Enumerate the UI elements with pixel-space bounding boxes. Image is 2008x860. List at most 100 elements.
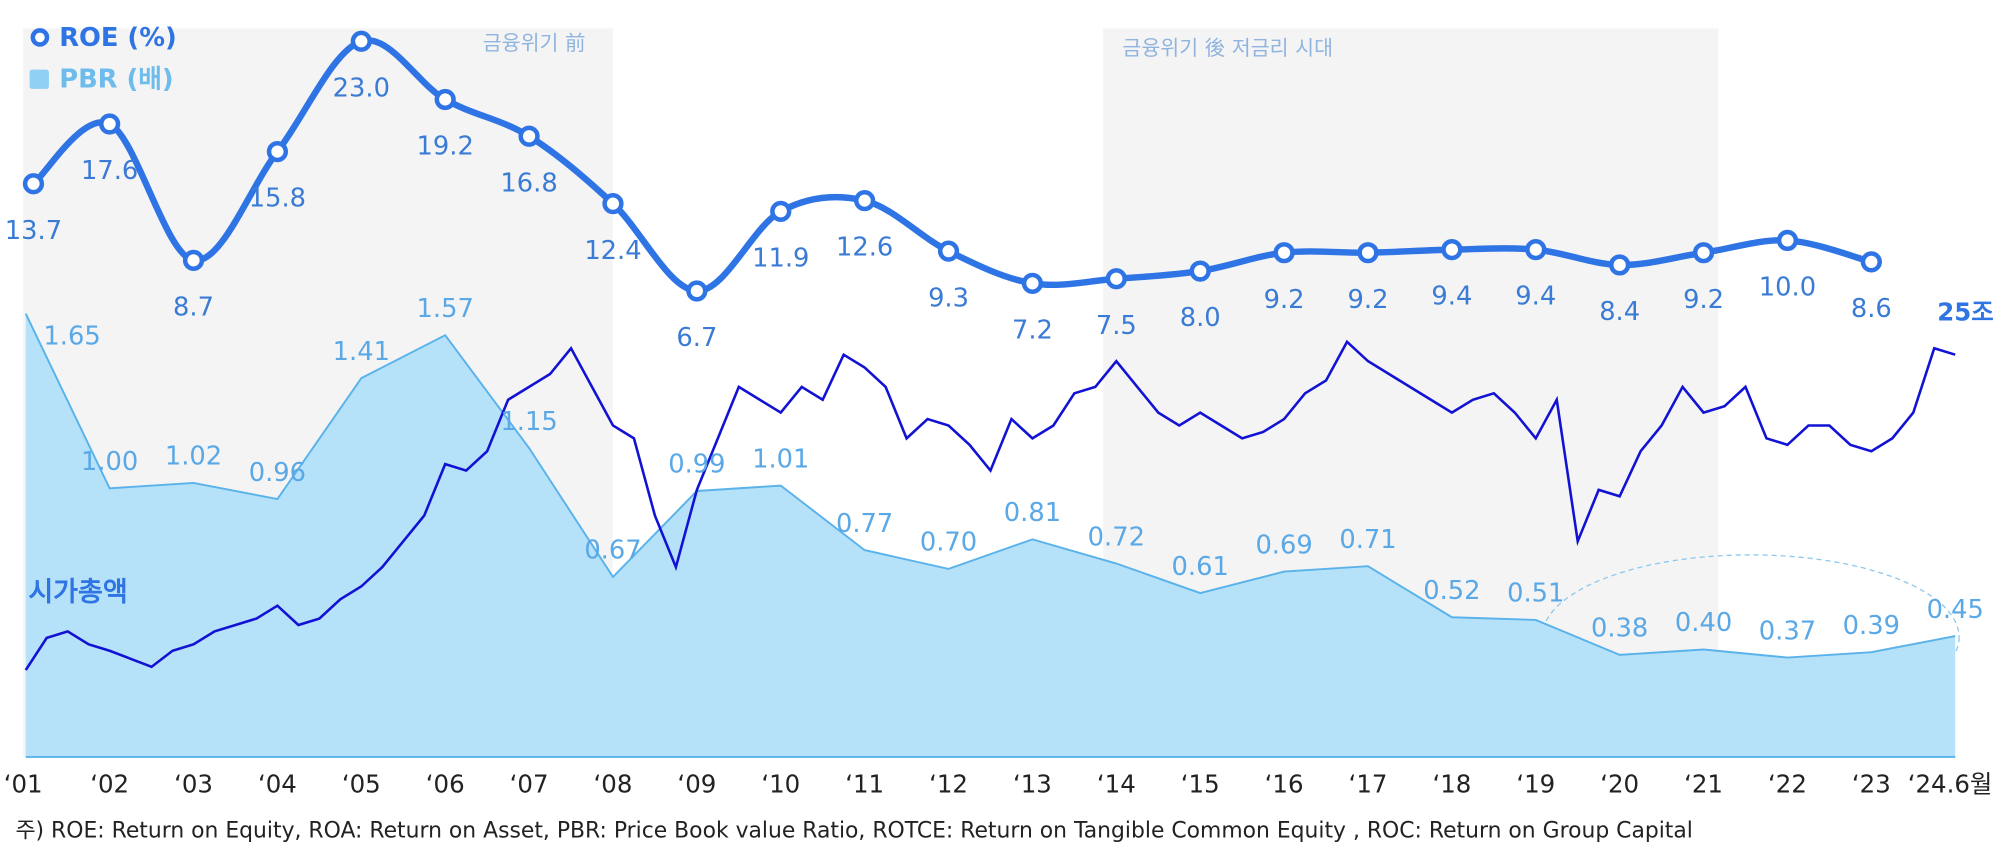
market-cap-label: 시가총액 (28, 577, 127, 608)
x-tick-label: ‘20 (1600, 769, 1639, 798)
roe-value-label: 7.5 (1096, 311, 1137, 341)
x-tick-label: ‘02 (90, 769, 129, 798)
roe-marker (434, 88, 456, 111)
roe-value-label: 9.2 (1348, 285, 1389, 315)
roe-value-label: 9.4 (1515, 282, 1556, 312)
legend-marker (30, 28, 50, 47)
pbr-value-label: 0.99 (668, 450, 725, 480)
roe-marker (937, 240, 960, 262)
roe-marker (1609, 254, 1631, 276)
roe-marker (686, 280, 708, 302)
roe-marker (770, 200, 792, 222)
x-tick-label: ‘21 (1684, 769, 1723, 798)
roe-value-label: 9.2 (1683, 285, 1724, 315)
pbr-value-label: 0.77 (836, 509, 893, 539)
roe-value-label: 10.0 (1759, 273, 1816, 303)
roe-marker (182, 249, 205, 271)
pbr-value-label: 0.52 (1423, 576, 1480, 606)
roe-marker (1273, 242, 1295, 264)
roe-value-label: 17.6 (81, 156, 138, 186)
footnote: 주) ROE: Return on Equity, ROA: Return on… (15, 819, 1692, 844)
pbr-value-label: 1.01 (752, 444, 809, 474)
legend-marker (29, 69, 49, 89)
x-tick-label: ‘16 (1265, 769, 1304, 798)
roe-value-label: 19.2 (417, 132, 474, 162)
market-cap-line (24, 339, 1956, 671)
roe-marker (1021, 272, 1044, 294)
roe-marker (99, 113, 121, 135)
x-tick-label: ‘17 (1349, 769, 1388, 798)
roe-value-label: 6.7 (676, 323, 717, 353)
market-cap-end-label: 25조 (1937, 298, 1994, 327)
x-tick-label: ‘13 (1013, 769, 1052, 798)
roe-value-label: 11.9 (752, 243, 809, 273)
pbr-value-label: 0.72 (1088, 522, 1145, 552)
x-tick-label: ‘19 (1516, 769, 1555, 798)
roe-marker (1776, 229, 1799, 252)
pbr-value-label: 0.96 (249, 458, 306, 488)
roe-value-label: 13.7 (5, 216, 62, 246)
roe-value-label: 8.7 (173, 292, 214, 322)
pbr-value-label: 0.45 (1927, 595, 1984, 625)
roe-marker (350, 30, 372, 52)
x-tick-label: ‘04 (258, 769, 297, 798)
pbr-area (25, 313, 1956, 757)
pbr-value-label: 1.65 (43, 321, 100, 351)
legend-label: ROE (%) (59, 23, 177, 53)
roe-value-label: 8.6 (1851, 294, 1892, 324)
pbr-value-label: 0.67 (584, 536, 641, 566)
x-tick-label: ‘10 (761, 769, 800, 798)
x-tick-label: ‘15 (1181, 769, 1220, 798)
x-tick-label: ‘12 (929, 769, 968, 798)
roe-value-label: 23.0 (333, 73, 390, 103)
roe-marker (1692, 242, 1715, 264)
pbr-value-label: 1.00 (81, 447, 138, 477)
x-tick-label: ‘18 (1432, 769, 1471, 798)
roe-value-label: 8.0 (1180, 303, 1221, 333)
roe-value-label: 9.4 (1431, 282, 1472, 312)
x-tick-label: ‘22 (1768, 769, 1807, 798)
x-tick-label: ‘01 (4, 769, 43, 798)
pbr-line (24, 313, 1956, 659)
x-tick-label: ‘14 (1097, 769, 1136, 798)
x-tick-label: ‘05 (342, 769, 381, 798)
x-tick-label: ‘07 (510, 769, 549, 798)
pbr-value-label: 1.41 (333, 337, 390, 367)
roe-marker (1189, 260, 1211, 282)
x-tick-label: ‘09 (677, 769, 716, 798)
pbr-value-label: 1.57 (417, 294, 474, 324)
pbr-value-label: 0.70 (920, 528, 977, 558)
roe-value-label: 15.8 (249, 184, 306, 214)
pbr-value-label: 0.40 (1675, 608, 1732, 638)
roe-marker (1860, 251, 1882, 273)
pbr-value-label: 0.69 (1255, 530, 1312, 560)
roe-value-label: 12.4 (584, 236, 641, 266)
roe-value-label: 16.8 (500, 168, 557, 198)
pbr-value-label: 0.61 (1172, 552, 1229, 582)
x-tick-label: ‘23 (1852, 769, 1891, 798)
x-tick-label: ‘11 (845, 769, 884, 798)
roe-marker (854, 189, 876, 212)
roe-value-label: 8.4 (1599, 297, 1640, 327)
annotation: 금융위기 前 (483, 31, 586, 55)
roe-marker (1105, 268, 1127, 290)
legend-label: PBR (배) (59, 64, 173, 94)
pbr-value-label: 1.02 (165, 442, 222, 472)
x-tick-label: ‘24.6월 (1908, 769, 1993, 798)
pbr-value-label: 0.38 (1591, 614, 1648, 644)
pbr-value-label: 0.37 (1759, 616, 1816, 646)
roe-marker (1525, 239, 1547, 261)
pbr-value-label: 1.15 (500, 407, 557, 437)
roe-marker (1357, 242, 1379, 264)
x-tick-label: ‘06 (426, 769, 465, 798)
roe-marker (518, 125, 540, 147)
roe-marker (266, 140, 289, 163)
roe-value-label: 7.2 (1012, 315, 1053, 345)
pbr-value-label: 0.71 (1339, 525, 1396, 555)
pbr-value-label: 0.39 (1843, 611, 1900, 641)
roe-marker (1441, 239, 1463, 261)
x-tick-label: ‘08 (594, 769, 633, 798)
x-tick-label: ‘03 (174, 769, 213, 798)
